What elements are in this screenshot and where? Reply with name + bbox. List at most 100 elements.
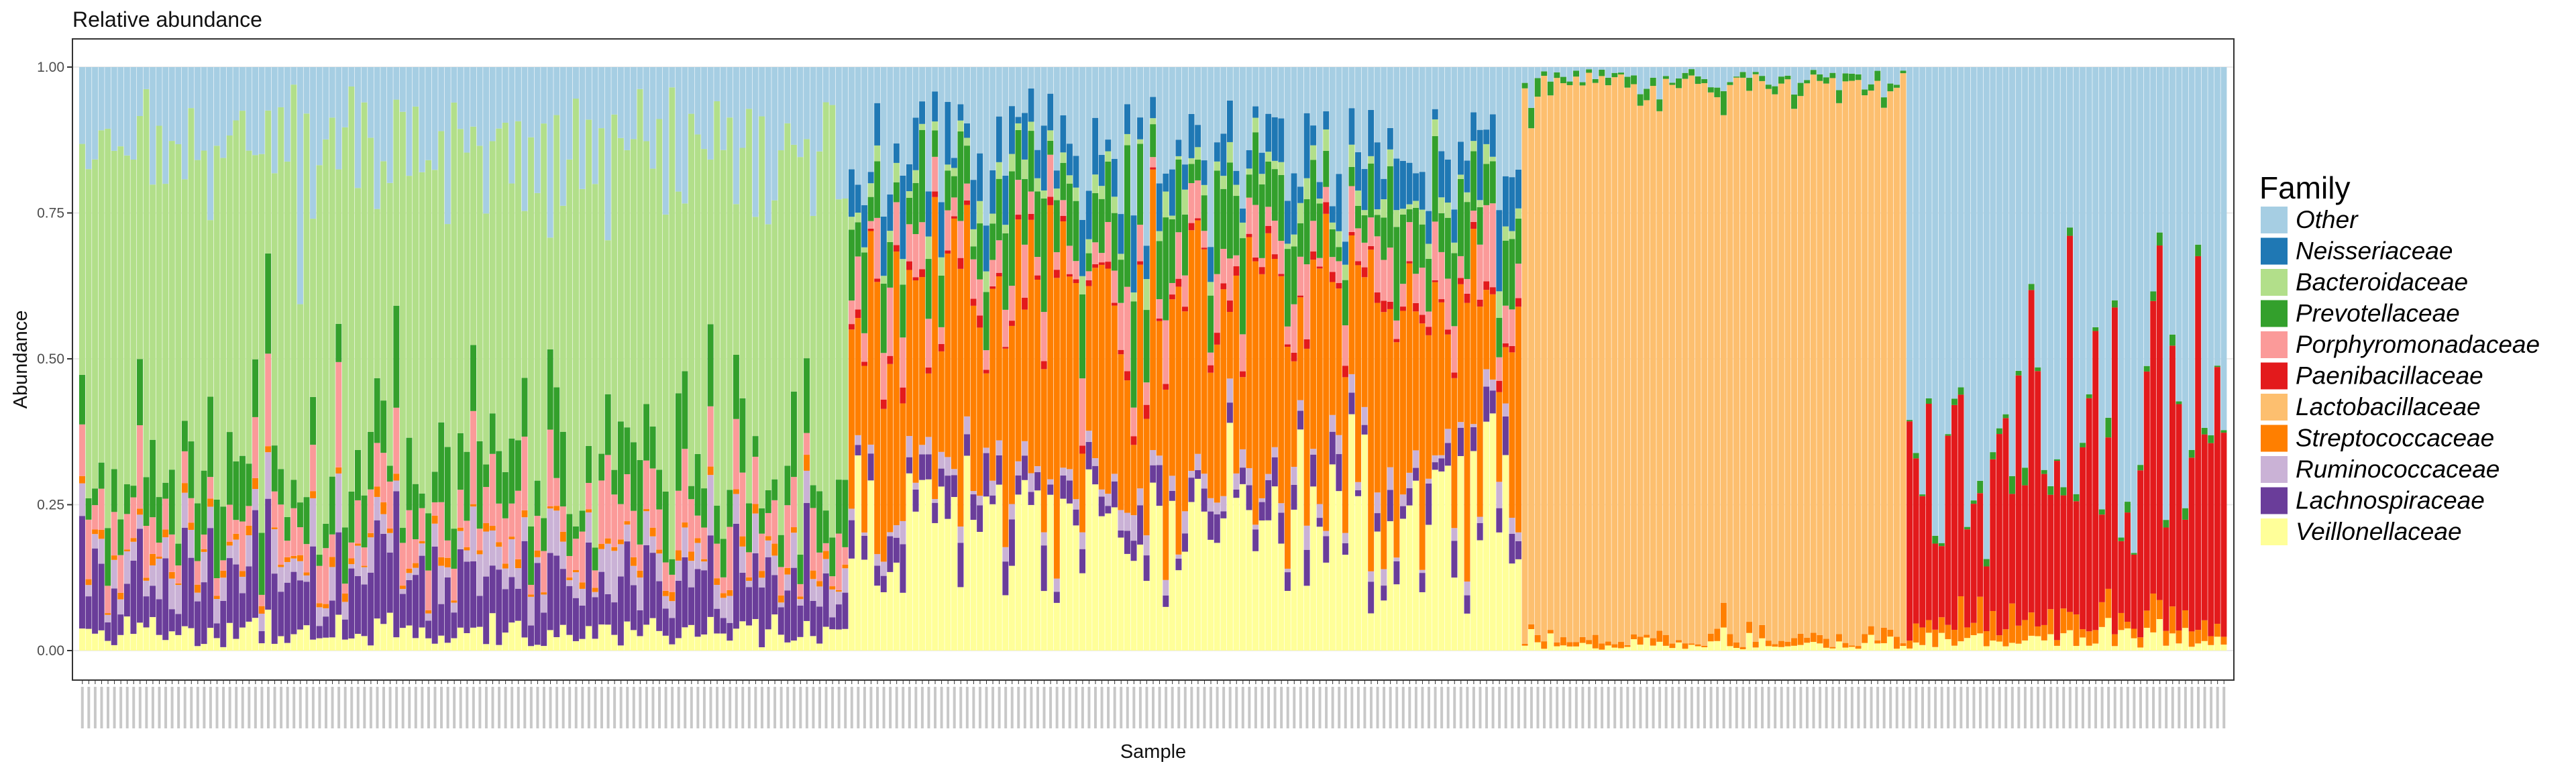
bar-segment-ruminococcaceae [111,559,117,589]
bar-segment-bacteroidaceae [476,146,483,441]
bar-segment-bacteroidaceae [1406,204,1413,210]
x-tick-label [690,687,693,728]
bar-segment-porphyromonadaceae [496,503,502,543]
bar-segment-lachnospiraceae [694,569,701,637]
bar-segment-lachnospiraceae [1034,472,1041,491]
bar-segment-streptococcaceae [1528,624,1535,630]
x-tick-label [343,687,347,728]
bar-segment-lachnospiraceae [181,527,188,626]
x-tick-label [177,687,180,728]
bar-segment-streptococcaceae [316,603,323,608]
bar-segment-other [996,67,1002,117]
bar-segment-bacteroidaceae [604,240,611,394]
sample-bar [1137,67,1144,651]
bar-segment-lachnospiraceae [470,561,477,628]
bar-segment-lachnospiraceae [451,612,458,639]
bar-segment-prevotellaceae [1669,82,1676,85]
bar-segment-prevotellaceae [1662,76,1669,79]
sample-bar [323,67,329,651]
sample-bar [1060,67,1067,651]
bar-segment-veillonellaceae [2080,637,2086,651]
bar-segment-veillonellaceae [1502,455,1509,651]
bar-segment-other [2201,67,2208,428]
bar-segment-lachnospiraceae [1361,425,1368,435]
bar-segment-other [431,67,438,170]
sample-bar [137,67,143,651]
bar-segment-streptococcaceae [1066,276,1073,469]
sample-bar [1945,67,1951,651]
bar-segment-porphyromonadaceae [316,565,323,604]
bar-segment-prevotellaceae [1169,219,1175,283]
bar-segment-paenibacillaceae [1426,327,1432,335]
sample-bar [1842,67,1849,651]
bar-segment-ruminococcaceae [323,608,329,617]
sample-bar [1669,67,1676,651]
bar-segment-lachnospiraceae [1323,536,1330,563]
bar-segment-veillonellaceae [1233,498,1240,651]
bar-segment-lachnospiraceae [239,593,246,628]
bar-segment-veillonellaceae [534,645,541,651]
bar-segment-paenibacillaceae [2002,418,2009,630]
bar-segment-lachnospiraceae [649,553,656,618]
x-tick-label [2139,687,2142,728]
bar-segment-lachnospiraceae [727,622,733,641]
bar-segment-lachnospiraceae [496,569,502,645]
bar-segment-neisseriaceae [1316,182,1323,199]
bar-segment-prevotellaceae [1644,89,1650,101]
bar-segment-porphyromonadaceae [880,353,887,400]
bar-segment-other [335,67,342,170]
bar-segment-veillonellaceae [168,631,175,651]
bar-segment-neisseriaceae [1008,106,1015,154]
bar-segment-veillonellaceae [790,641,797,651]
bar-segment-veillonellaceae [1214,543,1220,651]
sample-bar [1278,67,1285,651]
bar-segment-veillonellaceae [521,637,528,651]
bar-segment-lachnospiraceae [1143,555,1150,581]
bar-segment-porphyromonadaceae [861,333,868,362]
bar-segment-veillonellaceae [1893,649,1900,651]
bar-segment-veillonellaceae [1662,645,1669,651]
bar-segment-lachnospiraceae [1098,496,1105,516]
bar-segment-streptococcaceae [1438,302,1445,455]
bar-segment-other [1951,67,1957,399]
bar-segment-lachnospiraceae [1470,427,1477,451]
bar-segment-bacteroidaceae [1323,129,1330,151]
bar-segment-ruminococcaceae [829,589,836,618]
bar-segment-ruminococcaceae [720,598,727,618]
bar-segment-porphyromonadaceae [1444,278,1451,330]
bar-segment-neisseriaceae [1053,170,1060,189]
bar-segment-neisseriaceae [1028,88,1034,122]
bar-segment-prevotellaceae [2125,502,2131,513]
x-tick-label [2196,687,2200,728]
bar-segment-veillonellaceae [1464,613,1470,651]
bar-segment-neisseriaceae [1444,159,1451,203]
bar-segment-prevotellaceae [1240,238,1246,335]
bar-segment-porphyromonadaceae [1387,247,1393,302]
bar-segment-neisseriaceae [1426,211,1432,244]
bar-segment-bacteroidaceae [752,217,759,437]
bar-segment-veillonellaceae [1220,518,1227,651]
bar-segment-lactobacillaceae [1644,100,1650,635]
sample-bar [284,67,290,651]
bar-segment-other [541,67,547,124]
bar-segment-porphyromonadaceae [932,156,938,192]
bar-segment-ruminococcaceae [1489,379,1496,391]
bar-segment-veillonellaceae [1028,504,1034,651]
bar-segment-other [566,67,573,160]
bar-segment-lactobacillaceae [1624,87,1631,645]
bar-segment-ruminococcaceae [226,545,233,559]
bar-segment-veillonellaceae [188,628,195,651]
bar-segment-porphyromonadaceae [1208,352,1214,366]
bar-segment-porphyromonadaceae [682,449,688,523]
bar-segment-neisseriaceae [1419,172,1426,210]
bar-segment-bacteroidaceae [566,159,573,514]
bar-segment-paenibacillaceae [1201,247,1208,250]
x-tick-label [1690,687,1693,728]
bar-segment-prevotellaceae [1611,72,1618,78]
bar-segment-other [1586,67,1593,70]
x-tick-label [1594,687,1597,728]
sample-bar [1868,67,1874,651]
bar-segment-veillonellaceae [105,641,111,651]
sample-bar [1130,67,1137,651]
bar-segment-porphyromonadaceae [887,287,894,356]
